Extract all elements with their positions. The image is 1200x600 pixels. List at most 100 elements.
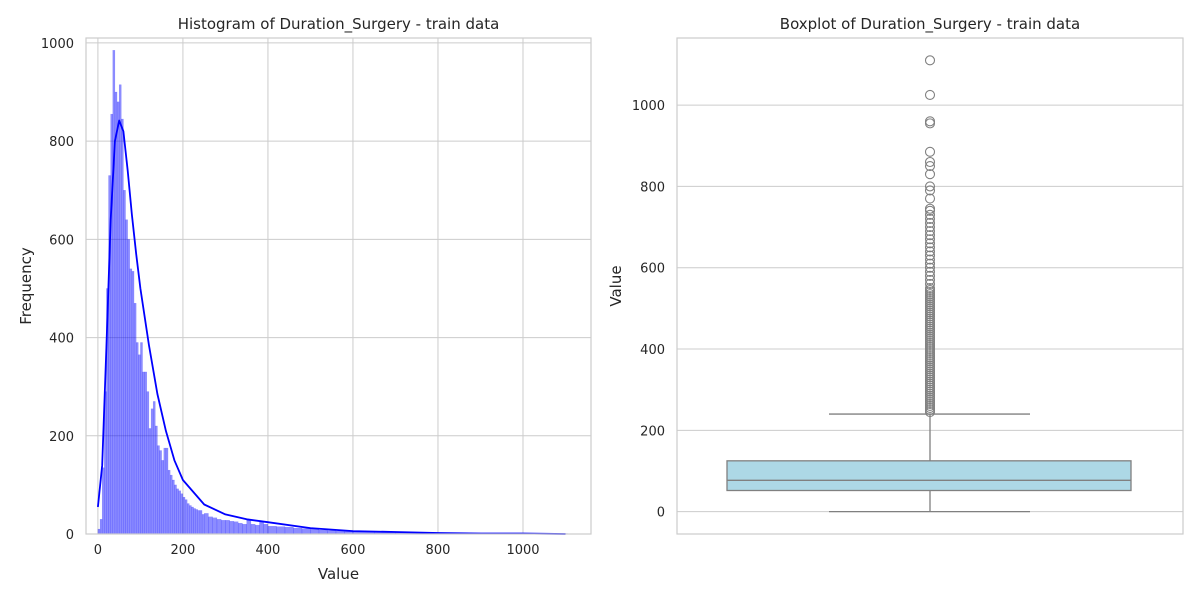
- boxplot-panel: 0 200 400 600 800 1000 Boxplot of Duration_Sur…: [607, 15, 1184, 535]
- histogram-bar: [140, 342, 143, 535]
- chart-title: Boxplot of Duration_Surgery - train data: [780, 15, 1080, 34]
- histogram-bar: [148, 428, 152, 535]
- histogram-bar: [242, 523, 247, 535]
- histogram-bar: [259, 521, 264, 535]
- histogram-bar: [178, 490, 181, 535]
- chart-title: Histogram of Duration_Surgery - train da…: [178, 15, 500, 34]
- outlier-point: [924, 185, 936, 196]
- histogram-bar: [152, 401, 156, 535]
- histogram-bar: [116, 101, 120, 535]
- plot-frame: [676, 37, 1184, 535]
- y-axis-label: Frequency: [17, 247, 35, 325]
- histogram-bar: [135, 342, 139, 535]
- outlier-point: [924, 274, 936, 285]
- x-tick-label: 0: [94, 543, 102, 558]
- outlier-point: [924, 203, 936, 214]
- outlier-point: [924, 161, 936, 172]
- outlier-point: [924, 213, 936, 224]
- histogram-bar: [174, 484, 177, 535]
- outlier-point: [924, 262, 936, 273]
- histogram-bar: [146, 391, 150, 535]
- outlier-point: [924, 242, 936, 253]
- outlier-point: [924, 238, 936, 249]
- histogram-bar: [97, 528, 101, 535]
- y-tick-label: 1000: [632, 99, 665, 114]
- histogram-bar: [138, 354, 141, 535]
- histogram-bar: [114, 91, 118, 535]
- histogram-bar: [191, 506, 194, 535]
- histogram-bar: [169, 474, 173, 535]
- histogram-bar: [254, 524, 260, 535]
- y-tick-label: 200: [640, 424, 665, 439]
- outlier-point: [924, 278, 936, 290]
- histogram-bar: [112, 50, 116, 535]
- y-tick-label: 400: [640, 343, 665, 358]
- outlier-point: [924, 89, 936, 100]
- histogram-bar: [125, 219, 128, 535]
- histogram-bar: [131, 271, 135, 535]
- outlier-point: [924, 181, 936, 192]
- histogram-bar: [142, 371, 145, 535]
- histogram-bar: [167, 469, 171, 535]
- histogram-bar: [150, 408, 154, 535]
- histogram-bar: [118, 84, 122, 535]
- x-tick-label: 1000: [506, 543, 539, 558]
- outlier-point: [924, 55, 936, 66]
- plot-area: [86, 38, 591, 534]
- outlier-point: [924, 230, 936, 241]
- outlier-point: [924, 193, 936, 204]
- histogram-bar: [216, 519, 222, 535]
- x-tick-label: 200: [171, 543, 196, 558]
- kde-line: [97, 119, 566, 535]
- outlier-point: [924, 146, 936, 157]
- histogram-bar: [186, 503, 190, 535]
- histogram-bar: [208, 516, 213, 535]
- histogram-bar: [220, 520, 226, 535]
- outlier-point: [924, 282, 936, 294]
- histogram-bar: [293, 527, 303, 535]
- outlier-point: [924, 116, 936, 127]
- histogram-bar: [163, 447, 167, 535]
- histogram-bar: [176, 488, 179, 535]
- histogram-bar: [201, 514, 205, 535]
- histogram-bar: [189, 505, 192, 535]
- histogram-bar: [212, 517, 218, 535]
- outlier-point: [924, 226, 936, 237]
- histogram-bar: [197, 510, 201, 535]
- y-tick-label: 600: [640, 262, 665, 277]
- x-tick-label: 400: [256, 543, 281, 558]
- histogram-bar: [193, 508, 196, 535]
- histogram-bar: [127, 239, 130, 535]
- histogram-bar: [233, 521, 239, 535]
- y-tick-label: 400: [49, 332, 74, 347]
- histogram-bar: [99, 519, 103, 535]
- histogram-bar: [229, 521, 235, 535]
- plot-frame: [85, 37, 592, 535]
- histogram-bar: [184, 499, 188, 535]
- outlier-point: [924, 250, 936, 261]
- outlier-point: [924, 221, 936, 233]
- histogram-bar: [199, 510, 203, 535]
- histogram-panel: 0 200 400 600 800 1000 0 200 400 600 800 1000 Histog…: [17, 15, 592, 583]
- histogram-bar: [225, 520, 230, 535]
- histogram-bar: [195, 509, 198, 535]
- y-tick-label: 200: [49, 430, 74, 445]
- histogram-bar: [250, 523, 256, 535]
- histogram-bar: [203, 513, 209, 535]
- histogram-bar: [165, 447, 169, 535]
- outlier-point: [924, 169, 936, 180]
- histogram-bar: [284, 526, 294, 535]
- histogram-bar: [155, 425, 158, 535]
- histogram-bar: [123, 190, 126, 535]
- y-axis-label: Value: [607, 265, 625, 306]
- histogram-bar: [172, 479, 175, 535]
- histogram-bar: [133, 302, 137, 535]
- histogram-bar: [129, 268, 133, 535]
- histogram-bar: [182, 496, 186, 535]
- outlier-point: [924, 270, 936, 281]
- outlier-point: [924, 156, 936, 168]
- histogram-bar: [101, 467, 105, 535]
- histogram-bar: [161, 460, 164, 535]
- iqr-box: [726, 460, 1132, 492]
- outlier-point: [924, 217, 936, 229]
